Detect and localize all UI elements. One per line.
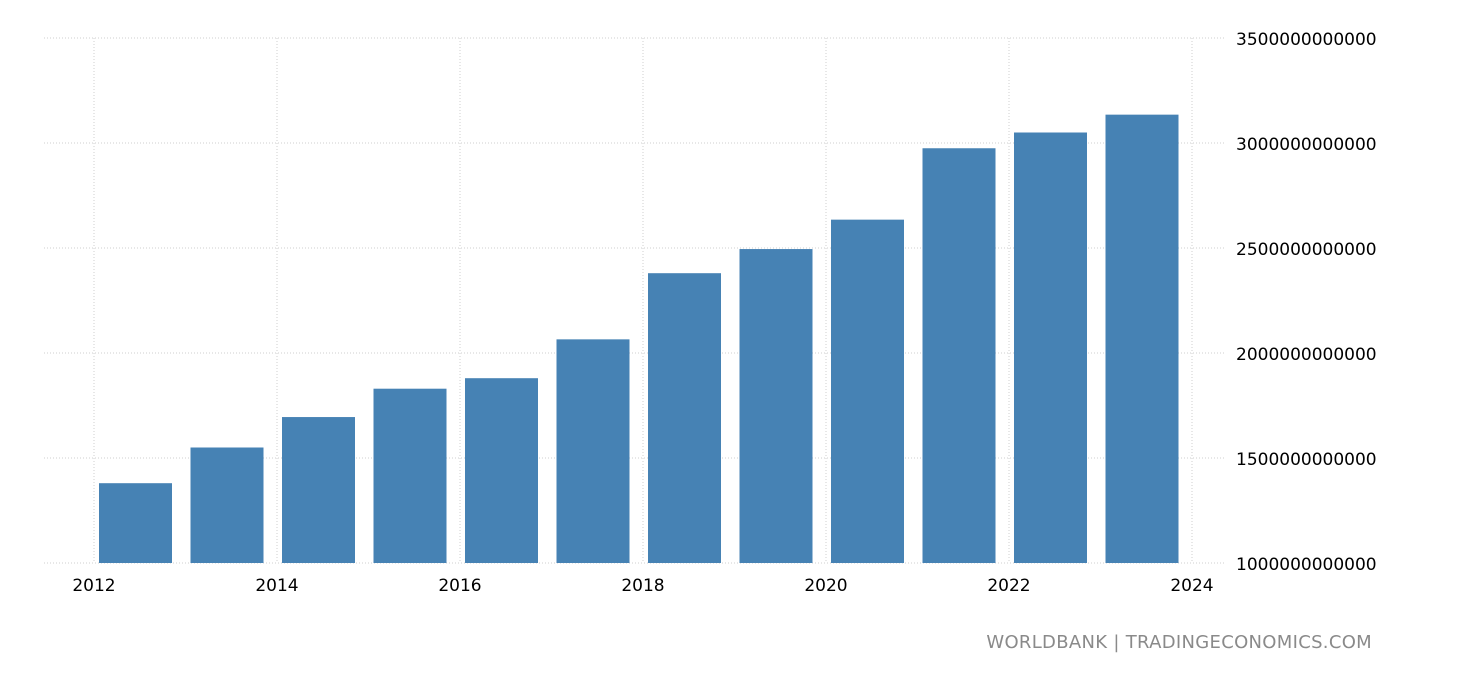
grid-lines <box>44 37 1224 564</box>
bar-2021 <box>922 148 996 563</box>
y-tick-label: 1000000000000 <box>1236 555 1377 575</box>
x-axis-tick-labels: 2012 2014 2016 2018 2020 2022 2024 <box>72 576 1213 596</box>
y-tick-label: 1500000000000 <box>1236 450 1377 470</box>
bar-2013 <box>190 447 264 563</box>
bar-2016 <box>465 378 538 563</box>
x-tick-label: 2012 <box>72 576 115 596</box>
bar-2012 <box>99 483 172 563</box>
bar-2017 <box>556 339 630 563</box>
bar-2015 <box>373 388 447 563</box>
bar-2023 <box>1105 114 1179 564</box>
bar-2019 <box>739 249 813 564</box>
y-tick-label: 2500000000000 <box>1236 240 1377 260</box>
x-tick-label: 2016 <box>438 576 481 596</box>
source-credit: WORLDBANK | TRADINGECONOMICS.COM <box>986 632 1372 653</box>
y-tick-label: 3000000000000 <box>1236 135 1377 155</box>
x-tick-label: 2020 <box>804 576 847 596</box>
y-tick-label: 3500000000000 <box>1236 30 1377 50</box>
bars <box>99 114 1179 564</box>
x-tick-label: 2024 <box>1170 576 1213 596</box>
x-tick-label: 2022 <box>987 576 1030 596</box>
bar-2014 <box>282 417 355 563</box>
bar-2020 <box>831 219 904 563</box>
bar-2018 <box>648 273 721 563</box>
bar-2022 <box>1014 132 1087 563</box>
y-axis-tick-labels: 3500000000000 3000000000000 2500000000000 2… <box>1236 30 1377 575</box>
y-tick-label: 2000000000000 <box>1236 345 1377 365</box>
x-tick-label: 2014 <box>255 576 298 596</box>
x-tick-label: 2018 <box>621 576 664 596</box>
